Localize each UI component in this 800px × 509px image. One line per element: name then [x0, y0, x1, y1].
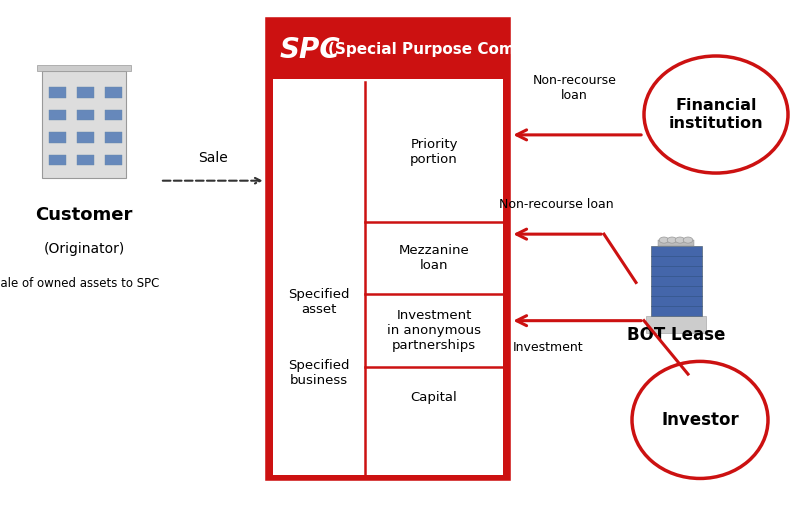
Bar	[106, 155, 122, 165]
Bar	[38, 65, 130, 71]
Text: Sale: Sale	[198, 151, 228, 165]
Text: Sale of owned assets to SPC: Sale of owned assets to SPC	[0, 277, 159, 291]
Ellipse shape	[644, 56, 788, 173]
Bar	[268, 20, 508, 478]
Bar	[658, 240, 694, 246]
Bar	[106, 110, 122, 121]
Bar	[273, 79, 503, 475]
Bar	[77, 88, 94, 98]
Circle shape	[667, 237, 677, 243]
Text: SPC: SPC	[279, 36, 340, 64]
Text: Non-recourse loan: Non-recourse loan	[498, 198, 614, 211]
Bar	[50, 155, 66, 165]
Bar	[106, 88, 122, 98]
Text: Financial
institution: Financial institution	[669, 98, 763, 131]
Text: Specified
business: Specified business	[288, 359, 350, 387]
Text: BOT Lease: BOT Lease	[627, 326, 725, 344]
Text: Investor: Investor	[661, 411, 739, 429]
Bar	[42, 71, 126, 178]
Circle shape	[659, 237, 669, 243]
Text: (Special Purpose Company): (Special Purpose Company)	[328, 42, 564, 57]
Text: Specified
asset: Specified asset	[288, 288, 350, 316]
Text: Capital: Capital	[410, 391, 458, 404]
Circle shape	[675, 237, 685, 243]
Text: Customer: Customer	[35, 206, 133, 224]
Circle shape	[683, 237, 693, 243]
Text: Mezzanine
loan: Mezzanine loan	[398, 244, 470, 272]
Ellipse shape	[632, 361, 768, 478]
Bar	[77, 155, 94, 165]
Bar	[650, 246, 702, 316]
Bar	[50, 88, 66, 98]
Text: Non-recourse
loan: Non-recourse loan	[533, 74, 616, 102]
Bar	[106, 132, 122, 143]
Bar	[50, 132, 66, 143]
Text: Investment
in anonymous
partnerships: Investment in anonymous partnerships	[387, 309, 481, 352]
Bar	[77, 132, 94, 143]
Bar	[646, 316, 706, 333]
Text: (Originator): (Originator)	[43, 242, 125, 256]
Text: Investment: Investment	[513, 341, 583, 354]
Bar	[50, 110, 66, 121]
Text: Priority
portion: Priority portion	[410, 138, 458, 166]
Bar	[77, 110, 94, 121]
